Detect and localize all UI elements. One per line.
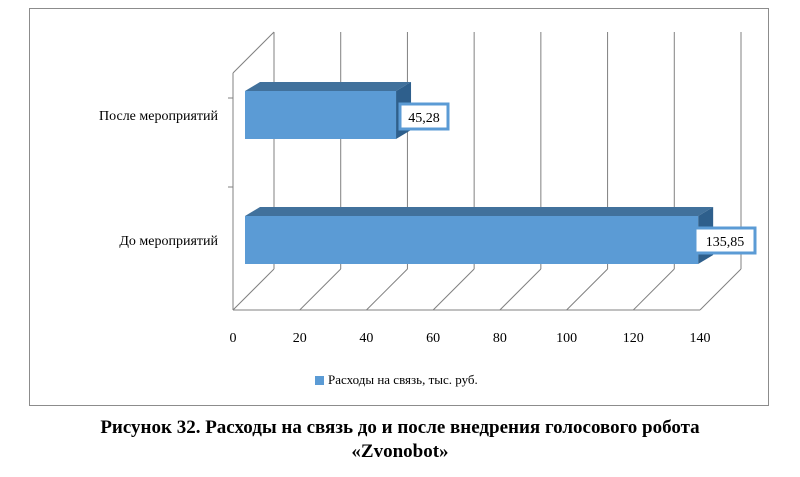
data-label-box: [398, 102, 450, 131]
floor-gridline: [699, 268, 742, 311]
legend-swatch: [315, 375, 324, 385]
x-tick-label: 100: [556, 331, 577, 346]
floor-gridline: [632, 268, 675, 311]
bar: [245, 216, 699, 264]
caption-line-2: «Zvonobot»: [351, 441, 449, 462]
data-label: 135,85: [706, 235, 745, 250]
floor-gridline: [232, 268, 275, 311]
x-tick-label: 60: [426, 331, 440, 346]
floor-gridline: [499, 268, 542, 311]
left-wall-top-edge: [232, 31, 275, 74]
category-label: До мероприятий: [119, 234, 218, 249]
data-label-box: [693, 226, 757, 255]
x-tick-label: 20: [293, 331, 307, 346]
chart-frame: [29, 8, 769, 406]
data-label: 45,28: [408, 111, 440, 126]
floor-gridline: [432, 268, 475, 311]
x-tick-label: 80: [493, 331, 507, 346]
x-tick-label: 40: [359, 331, 373, 346]
bar-top-face: [245, 207, 714, 216]
legend-label: Расходы на связь, тыс. руб.: [328, 372, 478, 387]
x-tick-label: 0: [230, 331, 237, 346]
x-tick-label: 140: [690, 331, 711, 346]
figure-caption: Рисунок 32. Расходы на связь до и после …: [0, 416, 800, 464]
bar-top-face: [245, 82, 412, 91]
floor-gridline: [299, 268, 342, 311]
floor-gridline: [366, 268, 408, 311]
category-label: После мероприятий: [99, 109, 218, 124]
floor-gridline: [566, 268, 608, 311]
legend: Расходы на связь, тыс. руб.: [315, 372, 478, 388]
x-tick-label: 120: [623, 331, 644, 346]
caption-line-1: Рисунок 32. Расходы на связь до и после …: [100, 417, 700, 438]
bar: [245, 91, 397, 139]
